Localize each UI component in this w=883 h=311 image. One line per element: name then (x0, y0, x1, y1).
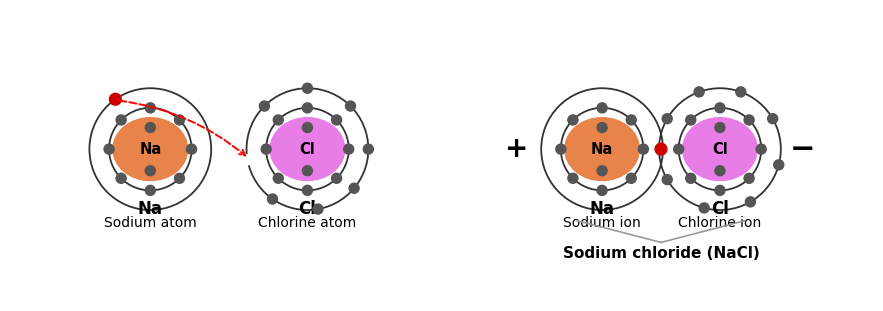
Circle shape (715, 103, 725, 113)
Text: Sodium chloride (NaCl): Sodium chloride (NaCl) (562, 246, 759, 261)
Text: Na: Na (590, 200, 615, 218)
Circle shape (303, 185, 313, 195)
Circle shape (597, 103, 608, 113)
Text: Cl: Cl (298, 200, 316, 218)
Circle shape (186, 144, 197, 154)
Circle shape (638, 144, 648, 154)
Text: Cl: Cl (711, 200, 728, 218)
Circle shape (261, 144, 271, 154)
Ellipse shape (683, 118, 758, 181)
Circle shape (715, 185, 725, 195)
Circle shape (260, 101, 269, 111)
Circle shape (109, 93, 121, 105)
Text: Na: Na (591, 142, 613, 157)
Text: Cl: Cl (299, 142, 315, 157)
Circle shape (363, 144, 374, 154)
Circle shape (568, 115, 577, 125)
Circle shape (268, 194, 277, 204)
Circle shape (662, 174, 672, 184)
Circle shape (686, 115, 696, 125)
Circle shape (117, 115, 126, 125)
Circle shape (674, 144, 683, 154)
Text: Sodium ion: Sodium ion (563, 216, 641, 230)
Circle shape (736, 87, 746, 97)
Text: Cl: Cl (712, 142, 728, 157)
Circle shape (626, 173, 637, 183)
Circle shape (597, 185, 608, 195)
Text: Na: Na (140, 142, 162, 157)
Text: Chlorine ion: Chlorine ion (678, 216, 761, 230)
Circle shape (597, 123, 608, 132)
Circle shape (568, 173, 577, 183)
Circle shape (745, 197, 755, 207)
Circle shape (146, 166, 155, 176)
Circle shape (555, 144, 566, 154)
Text: +: + (505, 135, 528, 163)
Circle shape (349, 183, 359, 193)
Circle shape (243, 155, 253, 165)
Circle shape (345, 101, 356, 111)
Circle shape (686, 173, 696, 183)
Circle shape (146, 185, 155, 195)
Circle shape (117, 173, 126, 183)
Text: Chlorine atom: Chlorine atom (259, 216, 357, 230)
Ellipse shape (113, 118, 187, 181)
Circle shape (715, 123, 725, 132)
Circle shape (715, 166, 725, 176)
Circle shape (146, 103, 155, 113)
Circle shape (303, 83, 313, 93)
Text: Sodium atom: Sodium atom (104, 216, 197, 230)
Circle shape (694, 87, 704, 97)
Text: −: − (789, 135, 815, 164)
Circle shape (146, 123, 155, 132)
Circle shape (756, 144, 766, 154)
Circle shape (104, 144, 114, 154)
Circle shape (744, 115, 754, 125)
Circle shape (273, 115, 283, 125)
Circle shape (332, 173, 342, 183)
Circle shape (313, 204, 323, 214)
Circle shape (767, 114, 778, 124)
Ellipse shape (270, 118, 344, 181)
Circle shape (175, 173, 185, 183)
Circle shape (699, 203, 709, 213)
Circle shape (343, 144, 354, 154)
Circle shape (655, 143, 667, 155)
Circle shape (774, 160, 784, 170)
Text: Na: Na (138, 200, 162, 218)
Ellipse shape (565, 118, 639, 181)
Circle shape (273, 173, 283, 183)
Circle shape (662, 114, 672, 124)
Circle shape (744, 173, 754, 183)
Circle shape (303, 166, 313, 176)
Circle shape (303, 103, 313, 113)
Circle shape (175, 115, 185, 125)
Circle shape (626, 115, 637, 125)
Circle shape (597, 166, 608, 176)
Circle shape (303, 123, 313, 132)
Circle shape (332, 115, 342, 125)
